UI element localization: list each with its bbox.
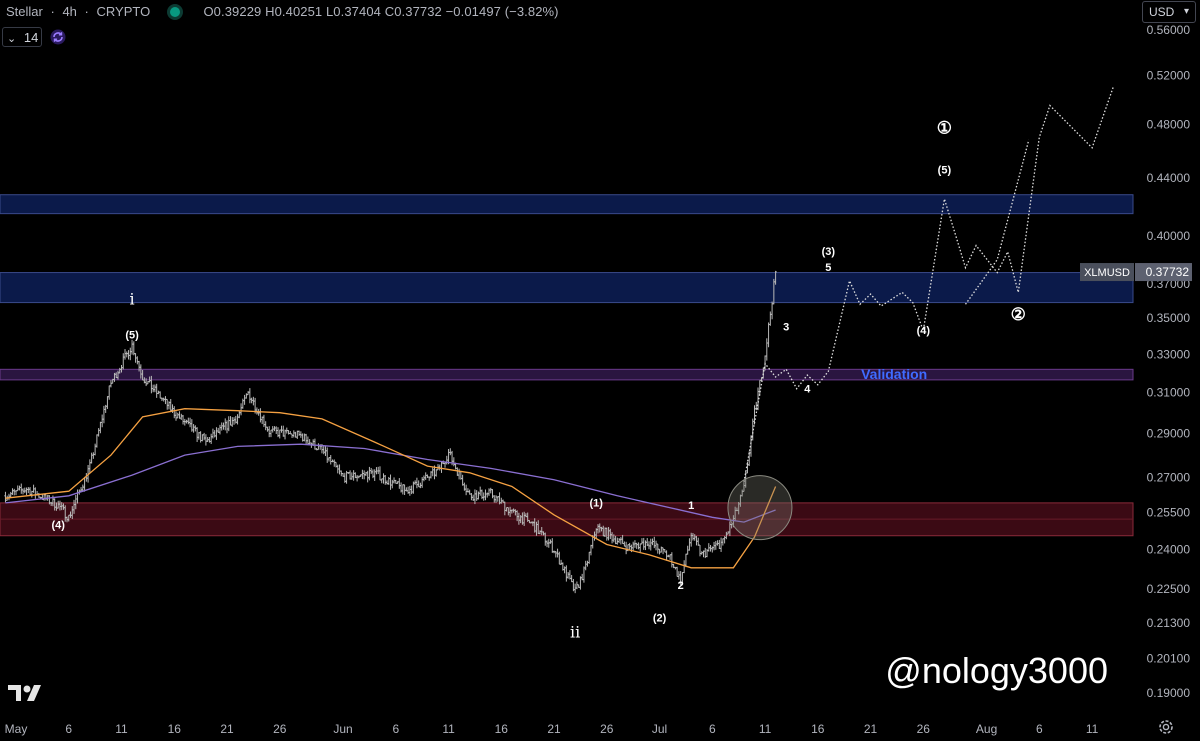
currency-label: USD	[1149, 5, 1175, 19]
y-tick-label: 0.29000	[1147, 427, 1191, 441]
symbol-name[interactable]: Stellar	[6, 4, 43, 19]
chevron-down-icon: ▾	[1183, 6, 1189, 17]
x-axis: May 6 11 16 21 26 Jun 6 11 16 21 26 Jul 6 11 16 21 26 Aug 6…	[5, 722, 1099, 736]
x-tick-label: May	[5, 722, 28, 736]
header-separator-1: ·	[50, 4, 55, 19]
x-tick-label: 26	[273, 722, 287, 736]
resistance-zone-lower	[0, 272, 1134, 304]
x-tick-label: Jul	[652, 722, 667, 736]
sync-icon[interactable]	[50, 29, 66, 45]
y-tick-label: 0.31000	[1147, 386, 1191, 400]
wave-label: 2	[678, 580, 684, 592]
candles	[4, 270, 777, 594]
author-watermark: @nology3000	[885, 650, 1108, 691]
projection-path-alt	[964, 139, 1030, 305]
y-tick-label: 0.24000	[1147, 543, 1191, 557]
wave-label: 4	[804, 384, 811, 396]
symbol-tag-box	[1080, 263, 1134, 282]
wave-label: (5)	[125, 330, 139, 342]
x-tick-label: 21	[547, 722, 561, 736]
y-tick-label: 0.22500	[1147, 582, 1191, 596]
sma-fast-line	[5, 408, 777, 569]
wave-label: ②	[1011, 305, 1026, 324]
interval-label[interactable]: 4h	[62, 4, 77, 19]
indicator-length: 14	[23, 30, 39, 45]
y-tick-label: 0.19000	[1147, 686, 1191, 700]
indicator-length-toggle[interactable]: ⌄ 14	[2, 27, 42, 47]
wave-label: (5)	[938, 165, 952, 177]
y-tick-label: 0.20100	[1147, 651, 1191, 665]
y-axis: 0.560000.520000.480000.440000.400000.370…	[1147, 23, 1191, 700]
validation-annotation: Validation	[861, 366, 927, 382]
resistance-zone-upper	[0, 194, 1134, 215]
collapse-chevron-icon: ⌄	[7, 33, 17, 45]
x-tick-label: 11	[115, 722, 128, 736]
y-tick-label: 0.40000	[1147, 229, 1191, 243]
y-tick-label: 0.25500	[1147, 505, 1191, 519]
x-tick-label: 11	[759, 722, 772, 736]
x-tick-label: 16	[811, 722, 825, 736]
y-tick-label: 0.56000	[1147, 23, 1191, 37]
last-price-label: 0.37732	[1146, 265, 1190, 279]
x-tick-label: 11	[442, 722, 455, 736]
wave-label: 1	[688, 500, 694, 512]
settings-gear-icon[interactable]	[1158, 719, 1174, 735]
wave-label: (2)	[653, 612, 667, 624]
symbol-tag-label: XLMUSD	[1084, 267, 1130, 279]
validation-zone	[0, 368, 1134, 381]
last-price-box	[1135, 263, 1192, 282]
wave-label: 3	[783, 322, 789, 334]
header-separator-2: ·	[84, 4, 89, 19]
y-tick-label: 0.48000	[1147, 117, 1191, 131]
chart-header: Stellar · 4h · CRYPTO O0.39229 H0.40251 …	[6, 4, 563, 19]
x-tick-label: Aug	[976, 722, 997, 736]
wave-label: (1)	[590, 497, 604, 509]
breakout-highlight-circle	[727, 475, 793, 541]
wave-label: i	[129, 289, 134, 308]
wave-label: 5	[825, 262, 831, 274]
y-tick-label: 0.33000	[1147, 347, 1191, 361]
tradingview-logo-icon	[8, 685, 41, 701]
x-tick-label: Jun	[333, 722, 352, 736]
wave-label: ii	[570, 622, 580, 641]
x-tick-label: 16	[168, 722, 182, 736]
y-tick-label: 0.35000	[1147, 311, 1191, 325]
exchange-label: CRYPTO	[96, 4, 151, 19]
x-tick-label: 21	[220, 722, 234, 736]
wave-label: (4)	[917, 325, 931, 337]
sma-slow-line	[5, 443, 776, 523]
x-tick-label: 6	[1036, 722, 1043, 736]
x-tick-label: 6	[709, 722, 716, 736]
x-tick-label: 21	[864, 722, 878, 736]
y-tick-label: 0.21300	[1147, 616, 1191, 630]
x-tick-label: 26	[600, 722, 614, 736]
x-tick-label: 6	[392, 722, 399, 736]
wave-label: (4)	[51, 519, 65, 531]
x-tick-label: 16	[495, 722, 509, 736]
y-tick-label: 0.27000	[1147, 470, 1191, 484]
y-tick-label: 0.52000	[1147, 68, 1191, 82]
y-tick-label: 0.44000	[1147, 171, 1191, 185]
projection-path	[743, 86, 1114, 483]
wave-label: (3)	[822, 246, 836, 258]
x-tick-label: 26	[917, 722, 931, 736]
ohlc-values: O0.39229 H0.40251 L0.37404 C0.37732 −0.0…	[203, 4, 559, 19]
x-tick-label: 6	[65, 722, 72, 736]
x-tick-label: 11	[1086, 722, 1099, 736]
currency-select[interactable]: USD ▾	[1142, 1, 1196, 23]
wave-label: ①	[937, 118, 952, 137]
market-status-icon[interactable]	[169, 7, 180, 17]
